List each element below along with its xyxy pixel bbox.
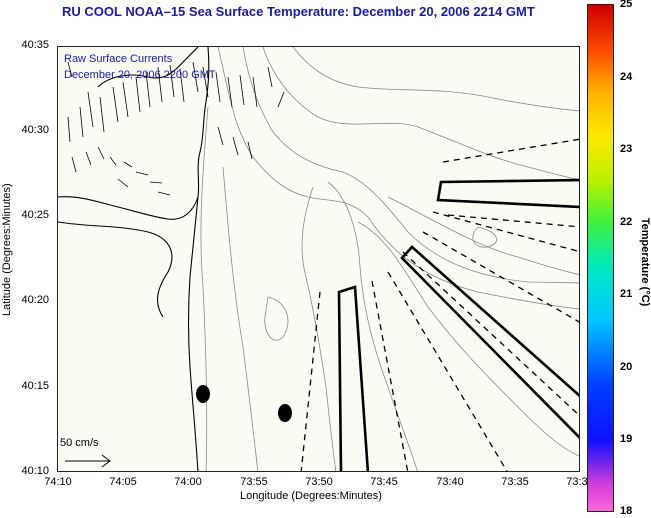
x-tick-label: 73:40 [436,476,464,488]
y-tick-label: 40:35 [21,39,49,51]
colorbar-tick-label: 24 [620,71,633,83]
map-canvas [58,47,579,471]
y-tick-label: 40:25 [21,209,49,221]
y-tick-label: 40:20 [21,294,49,306]
y-tick-label: 40:10 [21,465,49,477]
x-tick-label: 73:50 [305,476,333,488]
colorbar-tick-label: 21 [620,288,633,300]
coastline [58,47,210,471]
x-tick-label: 73:30 [566,476,594,488]
sampling-area-outlines [337,178,579,471]
y-axis-label: Latitude (Degrees:Minutes) [1,183,13,316]
x-tick-label: 73:55 [240,476,268,488]
map-plot-area [57,46,580,472]
x-tick-label: 73:45 [370,476,398,488]
colorbar-tick-label: 20 [620,361,633,373]
scale-label: 50 cm/s [60,437,99,449]
x-tick-label: 74:10 [44,476,72,488]
scale-arrow-icon [65,454,111,468]
buoy-marker [278,404,292,422]
colorbar-tick-label: 23 [620,143,633,155]
x-axis-label: Longitude (Degrees:Minutes) [240,490,382,502]
colorbar-tick-label: 25 [620,0,633,10]
x-tick-label: 74:00 [174,476,202,488]
buoy-marker [196,385,210,403]
x-tick-label: 74:05 [109,476,137,488]
y-tick-label: 40:30 [21,124,49,136]
bathymetry-contours [200,47,579,471]
map-title: RU COOL NOAA–15 Sea Surface Temperature:… [62,4,535,19]
currents-caption: Raw Surface Currents [64,53,173,65]
y-tick-label: 40:15 [21,380,49,392]
colorbar-tick-label: 18 [620,505,633,517]
temperature-colorbar [587,4,614,512]
x-tick-label: 73:35 [501,476,529,488]
surface-current-vectors [67,61,285,196]
transect-dashed-lines [300,138,579,471]
colorbar-tick-label: 22 [620,216,633,228]
colorbar-label: Temperature (°C) [639,217,651,307]
colorbar-tick-label: 19 [620,433,633,445]
currents-timestamp: December 20, 2006 2200 GMT [64,69,216,81]
